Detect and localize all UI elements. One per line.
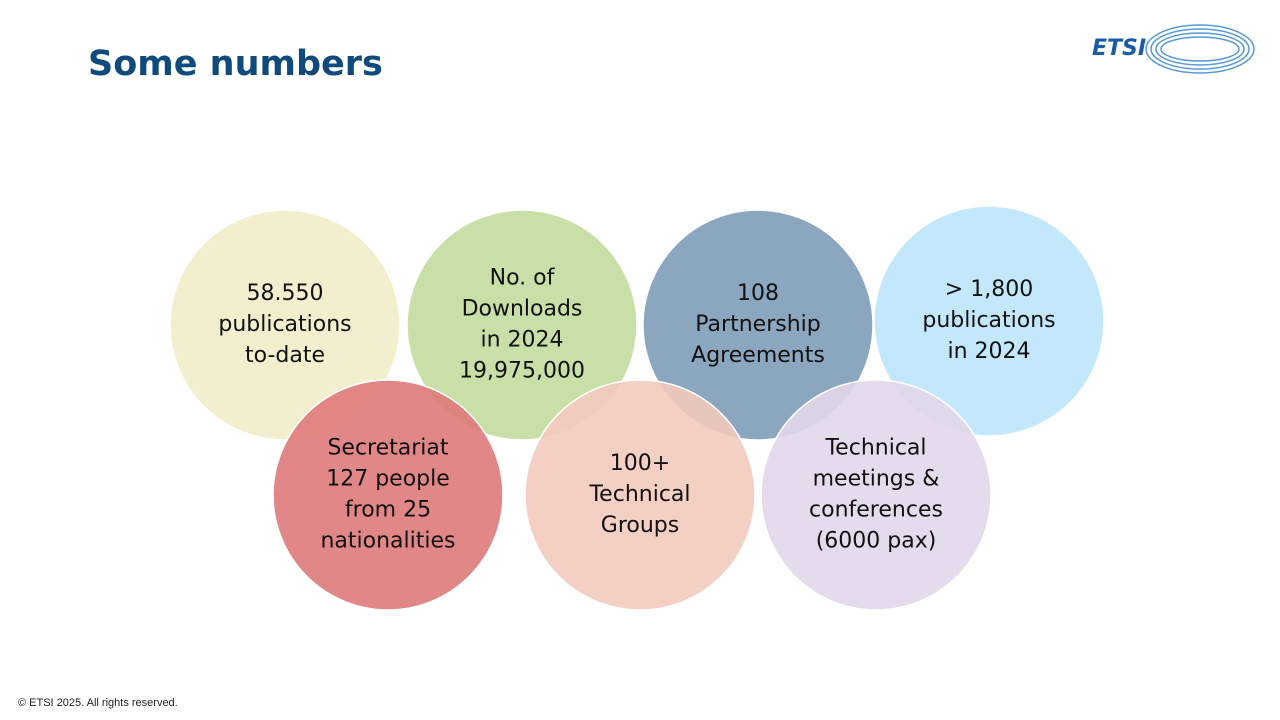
- circle-text: 58.550: [247, 281, 324, 306]
- circle-text: > 1,800: [945, 277, 1033, 302]
- circle-text: Secretariat: [327, 436, 448, 461]
- circle: [406, 209, 638, 441]
- footer: © ETSI 2025. All rights reserved.: [18, 697, 178, 709]
- circle: [873, 205, 1105, 437]
- circle-text: nationalities: [320, 529, 455, 554]
- circle-text: from 25: [345, 498, 431, 523]
- circle-text: publications: [218, 312, 351, 337]
- circle: [642, 209, 874, 441]
- circle-text: conferences: [809, 498, 943, 523]
- circle: [760, 379, 992, 611]
- circle-text: Groups: [601, 513, 679, 538]
- circle-text: (6000 pax): [816, 529, 937, 554]
- circle-text: Agreements: [691, 343, 825, 368]
- circle-labels: 58.550 publications to-date No. of Downloads…: [218, 266, 1055, 554]
- circle-text: to-date: [245, 343, 325, 368]
- circle-text: Downloads: [462, 297, 583, 322]
- circle-text: Technical: [824, 436, 926, 461]
- circles: [169, 205, 1105, 611]
- circle-text: No. of: [490, 266, 556, 291]
- circle-text: 108: [737, 281, 779, 306]
- circle: [169, 209, 401, 441]
- logo-text: ETSI: [1092, 36, 1146, 61]
- circle: [272, 379, 504, 611]
- circle-text: 100+: [610, 451, 670, 476]
- circle-text: publications: [922, 308, 1055, 333]
- circle-text: 127 people: [326, 467, 450, 492]
- circle: [524, 379, 756, 611]
- circle-text: meetings &: [813, 467, 940, 492]
- circle-text: 19,975,000: [459, 359, 585, 384]
- circle-text: in 2024: [480, 328, 563, 353]
- circle-text: in 2024: [947, 339, 1030, 364]
- logo-rings: [1145, 24, 1255, 74]
- logo: ETSI: [1092, 24, 1255, 74]
- circle-text: Technical: [588, 482, 690, 507]
- circle-text: Partnership: [695, 312, 820, 337]
- title: Some numbers: [88, 44, 383, 84]
